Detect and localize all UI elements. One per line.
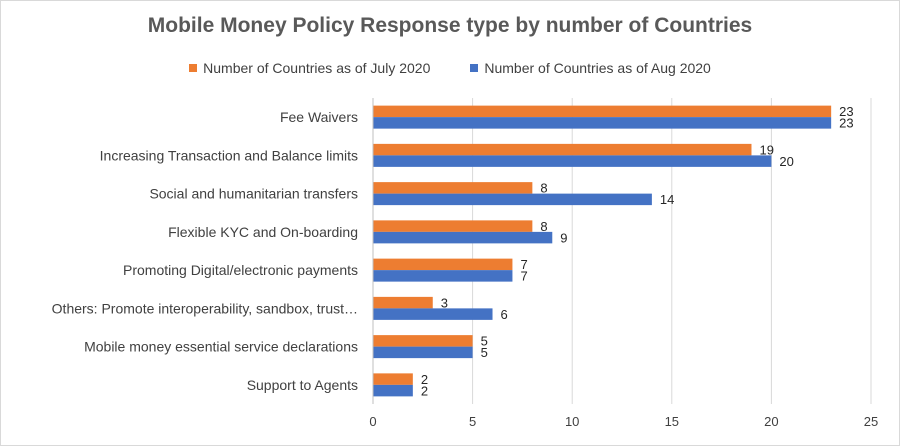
- legend-item-aug: Number of Countries as of Aug 2020: [470, 60, 711, 76]
- category-label-1: Increasing Transaction and Balance limit…: [100, 147, 358, 163]
- legend-item-july: Number of Countries as of July 2020: [189, 60, 430, 76]
- value-label-s0-2: 8: [540, 181, 547, 196]
- value-label-s1-5: 6: [501, 307, 508, 322]
- x-tick-label-15: 15: [665, 414, 679, 429]
- bar-s1-4: [373, 270, 513, 282]
- bar-s1-2: [373, 193, 652, 206]
- bar-s1-1: [373, 155, 772, 167]
- value-label-s0-1: 19: [759, 142, 773, 157]
- bar-s1-3: [373, 231, 553, 244]
- bar-s1-0: [373, 117, 832, 129]
- bar-s0-6: [373, 335, 473, 347]
- value-label-s0-4: 7: [520, 257, 527, 272]
- bar-s1-5: [373, 308, 493, 320]
- x-tick-label-5: 5: [469, 414, 476, 429]
- value-label-s0-3: 8: [540, 219, 547, 234]
- bar-s0-5: [373, 296, 433, 309]
- x-tick-label-25: 25: [864, 414, 878, 429]
- bar-s0-3: [373, 220, 533, 232]
- category-label-6: Mobile money essential service declarati…: [84, 339, 358, 355]
- bar-s0-4: [373, 258, 513, 271]
- chart-title: Mobile Money Policy Response type by num…: [147, 14, 753, 37]
- bar-s0-2: [373, 182, 533, 194]
- category-label-3: Flexible KYC and On-boarding: [168, 224, 358, 240]
- value-label-s1-6: 5: [481, 345, 488, 360]
- x-tick-label-10: 10: [565, 414, 579, 429]
- category-label-5: Others: Promote interoperability, sandbo…: [52, 300, 358, 316]
- bar-s0-7: [373, 373, 413, 385]
- bar-s0-0: [373, 105, 832, 118]
- value-label-s1-4: 7: [520, 269, 527, 284]
- value-label-s1-3: 9: [560, 230, 567, 245]
- x-tick-label-0: 0: [369, 414, 376, 429]
- category-label-0: Fee Waivers: [280, 109, 358, 125]
- legend-label-aug: Number of Countries as of Aug 2020: [484, 60, 711, 76]
- legend-swatch-july: [189, 64, 198, 72]
- bar-s1-6: [373, 346, 473, 359]
- bar-s1-7: [373, 384, 413, 397]
- value-label-s0-0: 23: [839, 104, 853, 119]
- value-label-s1-1: 20: [779, 154, 793, 169]
- category-label-2: Social and humanitarian transfers: [149, 186, 358, 202]
- category-label-4: Promoting Digital/electronic payments: [123, 262, 358, 278]
- value-label-s1-2: 14: [660, 192, 674, 207]
- category-label-7: Support to Agents: [247, 377, 358, 393]
- chart-legend: Number of Countries as of July 2020 Numb…: [1, 60, 899, 76]
- legend-swatch-aug: [470, 64, 479, 72]
- value-label-s0-5: 3: [441, 295, 448, 310]
- bar-s0-1: [373, 143, 752, 156]
- value-label-s0-7: 2: [421, 372, 428, 387]
- legend-label-july: Number of Countries as of July 2020: [203, 60, 431, 76]
- value-label-s1-7: 2: [421, 383, 428, 398]
- value-label-s0-6: 5: [481, 334, 488, 349]
- value-label-s1-0: 23: [839, 116, 853, 131]
- x-tick-label-20: 20: [764, 414, 778, 429]
